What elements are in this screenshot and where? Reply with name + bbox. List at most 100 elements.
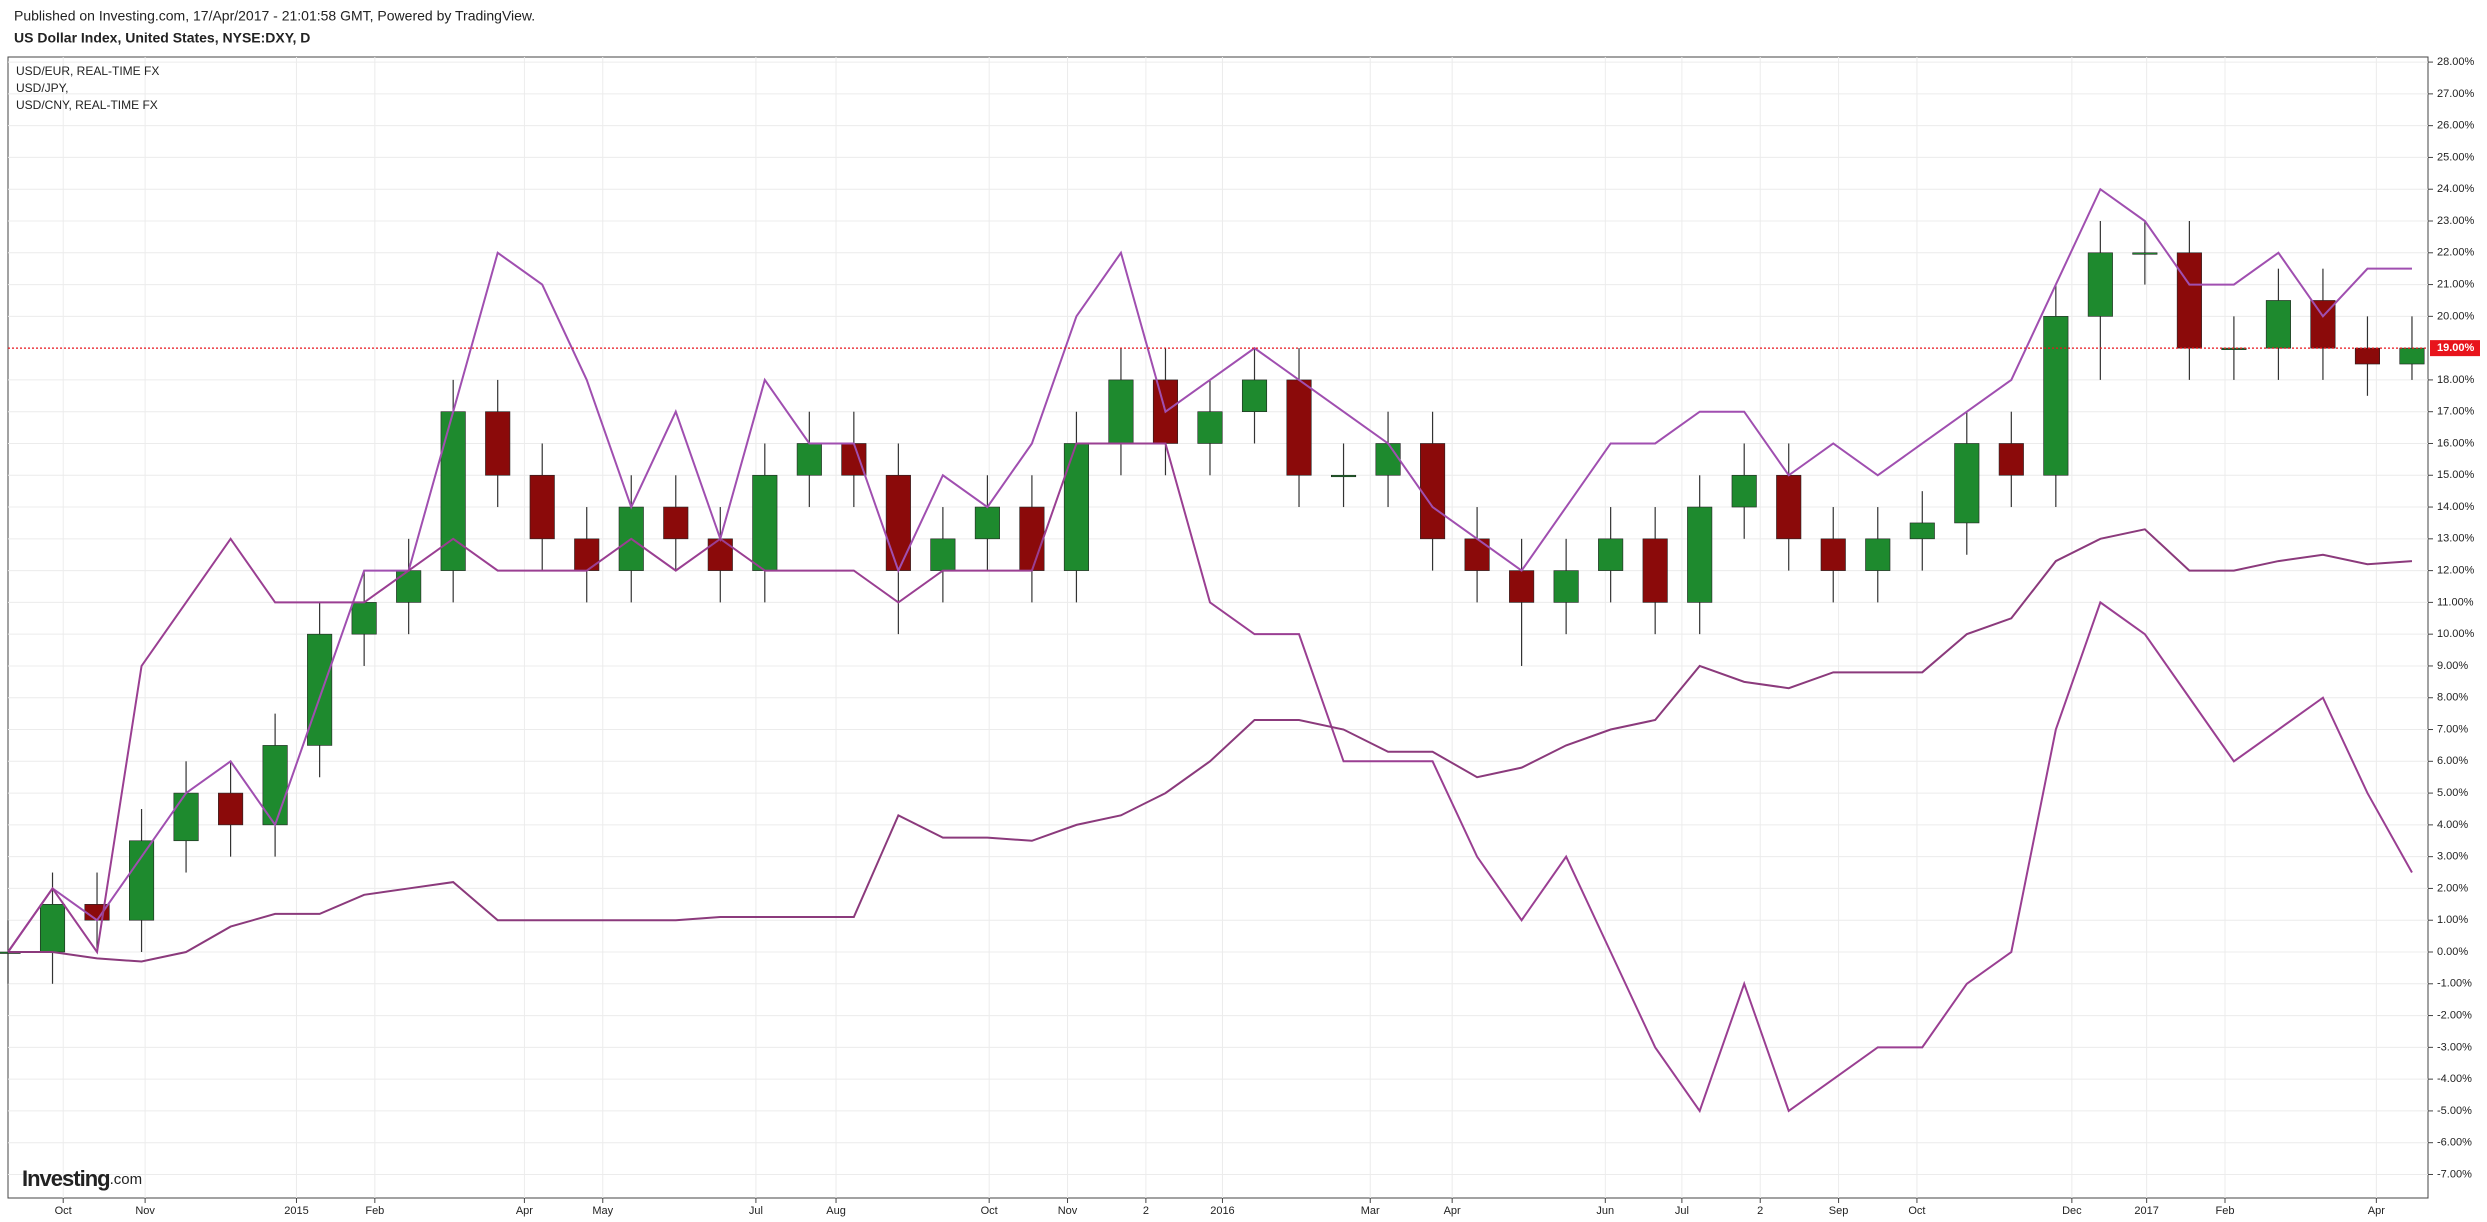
x-tick-label: Sep <box>1829 1205 1849 1217</box>
y-tick-label: -2.00% <box>2437 1009 2472 1021</box>
candle-body <box>2399 347 2425 365</box>
overlay: USD/EUR, REAL-TIME FX USD/JPY, USD/CNY, RE… <box>8 64 2480 357</box>
y-tick-label: 24.00% <box>2437 183 2475 195</box>
logo: Investing.com <box>22 1166 142 1191</box>
y-tick-label: 25.00% <box>2437 151 2475 163</box>
candle-body <box>1197 411 1223 444</box>
candle-body <box>1241 379 1268 412</box>
x-tick-label: 2 <box>1143 1205 1149 1217</box>
x-tick-label: Oct <box>1908 1205 1925 1217</box>
x-tick-label: 2015 <box>284 1205 308 1217</box>
logo-name: Investing <box>22 1166 110 1191</box>
candle-body <box>1998 443 2024 476</box>
y-tick-label: 6.00% <box>2437 755 2468 767</box>
logo-suffix: .com <box>110 1171 143 1188</box>
candle-body <box>351 602 377 635</box>
candle-body <box>1464 538 1490 571</box>
candle-body <box>2043 316 2069 476</box>
legend-entry: USD/CNY, REAL-TIME FX <box>16 98 158 112</box>
candle-body <box>2354 347 2380 365</box>
y-tick-label: 1.00% <box>2437 914 2468 926</box>
x-tick-label: Oct <box>981 1205 998 1217</box>
candle-body <box>796 443 822 476</box>
x-tick-label: May <box>592 1205 613 1217</box>
legend-entry: USD/EUR, REAL-TIME FX <box>16 64 159 78</box>
candle-body <box>529 474 555 540</box>
candle-body <box>129 840 155 921</box>
candle-body <box>2176 252 2202 349</box>
y-tick-label: 26.00% <box>2437 120 2475 132</box>
y-tick-label: -7.00% <box>2437 1168 2472 1180</box>
y-tick-label: 27.00% <box>2437 88 2475 100</box>
candle-body <box>1954 443 1980 524</box>
y-tick-label: 20.00% <box>2437 310 2475 322</box>
x-tick-label: Apr <box>2368 1205 2385 1217</box>
y-tick-label: 16.00% <box>2437 437 2475 449</box>
x-tick-label: Mar <box>1361 1205 1380 1217</box>
candle-body <box>1865 538 1891 571</box>
series-line <box>7 442 2413 1114</box>
y-tick-label: -4.00% <box>2437 1073 2472 1085</box>
x-tick-label: Feb <box>2216 1205 2235 1217</box>
candle-body <box>974 506 1000 540</box>
x-tick-label: 2017 <box>2134 1205 2158 1217</box>
y-tick-label: 12.00% <box>2437 565 2475 577</box>
candle-body <box>1731 474 1757 508</box>
candle-body <box>1286 379 1312 476</box>
x-tick-label: Feb <box>365 1205 384 1217</box>
y-tick-label: 15.00% <box>2437 469 2475 481</box>
candle-body <box>2132 252 2158 255</box>
candle-body <box>396 570 422 603</box>
candle-body <box>1776 474 1802 540</box>
candle-body <box>1820 538 1846 571</box>
candle-body <box>707 538 733 571</box>
x-tick-label: Aug <box>826 1205 846 1217</box>
candle-body <box>1420 443 1446 540</box>
candle-body <box>1108 379 1134 444</box>
y-tick-label: 2.00% <box>2437 882 2468 894</box>
candle-body <box>1019 506 1045 571</box>
candle-body <box>2087 252 2113 317</box>
candle-body <box>1642 538 1668 603</box>
y-tick-label: 23.00% <box>2437 215 2475 227</box>
candle-body <box>1553 570 1579 603</box>
candle-body <box>1909 522 1935 540</box>
candle-body <box>1598 538 1624 571</box>
candle-body <box>841 443 867 476</box>
candle-body <box>39 904 66 953</box>
x-tick-label: 2 <box>1757 1205 1763 1217</box>
x-tick-label: Jul <box>749 1205 763 1217</box>
legend-entry: USD/JPY, <box>16 81 68 95</box>
y-tick-label: 21.00% <box>2437 278 2475 290</box>
y-tick-label: 18.00% <box>2437 374 2475 386</box>
chart-subtitle: Published on Investing.com, 17/Apr/2017 … <box>14 8 535 24</box>
x-tick-label: Apr <box>1444 1205 1461 1217</box>
y-tick-label: 0.00% <box>2437 946 2468 958</box>
y-tick-label: 9.00% <box>2437 660 2468 672</box>
plot-frame <box>7 56 2429 1199</box>
y-tick-label: 4.00% <box>2437 819 2468 831</box>
y-tick-label: 17.00% <box>2437 406 2475 418</box>
last-price-label: 19.00% <box>2437 342 2475 354</box>
y-tick-label: 11.00% <box>2437 596 2474 608</box>
candle-body <box>1375 443 1401 476</box>
y-tick-label: 5.00% <box>2437 787 2468 799</box>
y-tick-label: 13.00% <box>2437 533 2475 545</box>
candle-body <box>307 633 333 746</box>
y-tick-label: -3.00% <box>2437 1041 2472 1053</box>
y-tick-label: -6.00% <box>2437 1137 2472 1149</box>
candle-body <box>2265 300 2291 349</box>
x-tick-label: Jun <box>1596 1205 1614 1217</box>
candle-body <box>752 474 778 571</box>
candle-body <box>173 792 199 842</box>
x-tick-label: Apr <box>516 1205 533 1217</box>
last-price-box <box>2430 340 2480 357</box>
y-tick-label: 28.00% <box>2437 56 2475 68</box>
x-tick-label: Jul <box>1675 1205 1689 1217</box>
y-tick-label: 3.00% <box>2437 851 2468 863</box>
y-tick-label: 22.00% <box>2437 247 2475 259</box>
candle-body <box>885 474 911 571</box>
y-tick-label: 7.00% <box>2437 723 2468 735</box>
